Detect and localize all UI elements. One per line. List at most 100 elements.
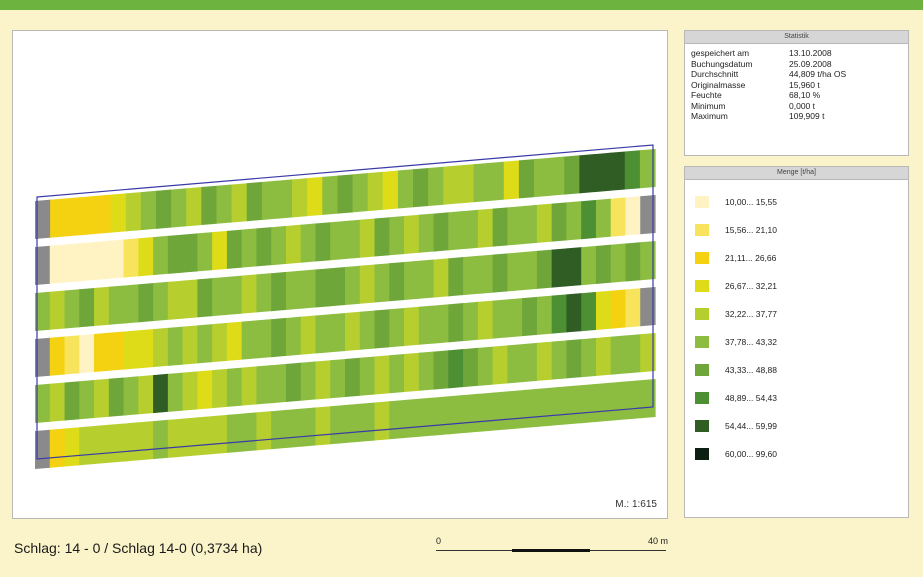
yield-cell (50, 198, 66, 238)
yield-cell (477, 254, 494, 294)
legend-item: 43,33... 48,88 (695, 356, 908, 384)
yield-cell (285, 408, 302, 448)
yield-cell (197, 370, 213, 410)
yield-cell (433, 258, 449, 298)
yield-cell (463, 347, 479, 388)
yield-cell (463, 209, 479, 250)
stat-label: Durchschnitt (691, 69, 739, 79)
stat-label: gespeichert am (691, 48, 750, 58)
scale-bar-start-label: 0 (436, 536, 442, 546)
yield-cell (285, 362, 302, 402)
yield-cell (536, 295, 553, 335)
yield-cell (345, 403, 361, 443)
yield-cell (322, 175, 339, 215)
yield-cell (140, 190, 157, 231)
stat-row-average: Durchschnitt 44,809 t/ha OS (691, 69, 902, 80)
yield-cell (551, 340, 568, 380)
yield-cell (359, 356, 376, 396)
yield-cell (197, 232, 213, 272)
yield-cell (241, 228, 258, 268)
yield-cell (566, 247, 582, 287)
yield-map-frame[interactable]: M.: 1:615 (12, 30, 668, 519)
yield-cell (271, 317, 287, 358)
yield-cell (625, 380, 641, 420)
yield-cell (80, 195, 97, 236)
yield-cell (94, 240, 110, 281)
yield-cell (138, 421, 154, 461)
legend-list: 10,00... 15,55 15,56... 21,10 21,11... 26,… (685, 180, 908, 468)
yield-cell (256, 273, 272, 313)
yield-cell (404, 306, 420, 347)
yield-cell (418, 305, 435, 345)
yield-cell (640, 194, 656, 235)
yield-cell (404, 352, 420, 393)
legend-label: 60,00... 99,60 (725, 449, 777, 459)
yield-cell (640, 240, 656, 281)
legend-item: 48,89... 54,43 (695, 384, 908, 412)
yield-cell (226, 275, 243, 315)
yield-cell (79, 241, 95, 282)
legend-label: 32,22... 37,77 (725, 309, 777, 319)
yield-cell (389, 399, 405, 440)
yield-cell (345, 357, 361, 397)
field-caption: Schlag: 14 - 0 / Schlag 14-0 (0,3734 ha) (14, 540, 263, 556)
yield-cell (285, 270, 302, 310)
yield-cell (581, 337, 597, 378)
yield-cell (330, 312, 346, 353)
yield-cell (292, 178, 308, 218)
yield-cell (285, 316, 302, 356)
yield-cell (95, 194, 112, 234)
yield-cell (477, 208, 494, 248)
yield-cell (226, 413, 243, 453)
yield-cell (315, 268, 331, 308)
legend-panel: Menge [t/ha] 10,00... 15,55 15,56... 21,1… (684, 166, 909, 518)
yield-cell (345, 311, 361, 351)
yield-cell (138, 237, 154, 277)
yield-cell (473, 162, 490, 203)
yield-cell (138, 283, 154, 323)
stat-value: 68,10 % (789, 90, 821, 100)
yield-cell (246, 181, 263, 222)
yield-cell (271, 225, 287, 266)
yield-cell (463, 393, 479, 434)
harvest-strip (35, 148, 656, 239)
yield-cell (256, 411, 272, 451)
yield-cell (241, 320, 258, 360)
yield-cell (448, 211, 464, 251)
yield-cell (522, 296, 538, 337)
yield-cell (625, 242, 641, 282)
yield-cell (522, 250, 538, 291)
legend-item: 26,67... 32,21 (695, 272, 908, 300)
legend-label: 37,78... 43,32 (725, 337, 777, 347)
yield-cell (271, 271, 287, 312)
yield-cell (477, 346, 494, 386)
yield-cell (625, 334, 641, 374)
yield-cell (522, 388, 538, 429)
yield-cell (231, 183, 248, 223)
yield-map[interactable] (13, 31, 667, 518)
stat-row-booking-date: Buchungsdatum 25.09.2008 (691, 59, 902, 70)
harvest-strip (35, 240, 656, 331)
yield-cell (594, 152, 611, 193)
yield-cell (418, 351, 435, 391)
yield-cell (307, 176, 323, 217)
yield-cell (182, 279, 198, 319)
legend-item: 54,44... 59,99 (695, 412, 908, 440)
yield-cell (418, 259, 435, 299)
yield-cell (551, 248, 568, 288)
yield-cell (536, 203, 553, 243)
yield-cell (404, 214, 420, 255)
yield-cell (49, 336, 66, 376)
yield-cell (241, 274, 258, 314)
yield-cell (595, 290, 612, 330)
yield-cell (564, 155, 580, 195)
yield-cell (79, 425, 95, 466)
scale-bar-end-label: 40 m (647, 536, 668, 546)
yield-cell (315, 314, 331, 354)
yield-cell (64, 289, 80, 329)
stat-value: 0,000 t (789, 100, 815, 111)
stat-row-minimum: Minimum 0,000 t (691, 101, 902, 112)
yield-cell (167, 372, 184, 412)
yield-cell (65, 197, 81, 237)
yield-cell (315, 222, 331, 262)
